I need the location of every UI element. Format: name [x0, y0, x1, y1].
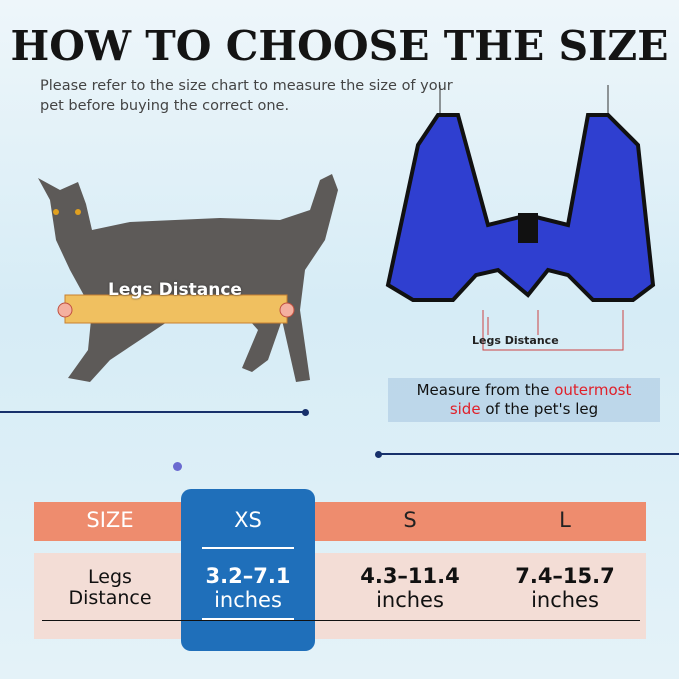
value-range: 7.4–15.7: [515, 564, 615, 588]
row-label-line: Distance: [68, 587, 152, 609]
decor-dot: [173, 462, 182, 471]
divider-dot: [375, 451, 382, 458]
harness-legs-distance-label: Legs Distance: [472, 334, 559, 347]
table-row: [34, 553, 646, 639]
measure-text: of the pet's leg: [480, 400, 599, 418]
divider: [378, 453, 679, 455]
xs-underline: [202, 618, 294, 620]
selected-size-column: [181, 489, 315, 651]
measure-highlight: side: [449, 400, 481, 418]
divider-dot: [302, 409, 309, 416]
measure-highlight: outermost: [554, 381, 632, 399]
header-xs[interactable]: XS: [234, 508, 262, 532]
value-unit: inches: [531, 588, 599, 612]
divider: [0, 411, 305, 413]
value-range: 3.2–7.1: [205, 564, 291, 588]
table-header: [34, 502, 646, 541]
measure-text: Measure from the: [416, 381, 555, 399]
xs-value: 3.2–7.1 inches: [181, 564, 315, 612]
subtitle: Please refer to the size chart to measur…: [40, 78, 453, 114]
l-value: 7.4–15.7 inches: [490, 564, 640, 612]
cat-legs-distance-label: Legs Distance: [108, 280, 242, 300]
page-title: HOW TO CHOOSE THE SIZE: [10, 22, 669, 70]
row-label-line: Legs: [88, 566, 132, 588]
header-l[interactable]: L: [559, 508, 571, 532]
value-unit: inches: [214, 588, 282, 612]
harness-image: [385, 85, 656, 351]
header-size: SIZE: [86, 508, 134, 532]
header-s[interactable]: S: [403, 508, 417, 532]
value-range: 4.3–11.4: [360, 564, 460, 588]
cat-image: [38, 174, 338, 382]
xs-underline: [202, 547, 294, 549]
row-label: Legs Distance: [40, 567, 180, 609]
value-unit: inches: [376, 588, 444, 612]
s-value: 4.3–11.4 inches: [330, 564, 490, 612]
measure-note: Measure from the outermost side of the p…: [388, 378, 660, 422]
ruler: [64, 294, 288, 324]
row-divider: [42, 620, 640, 621]
